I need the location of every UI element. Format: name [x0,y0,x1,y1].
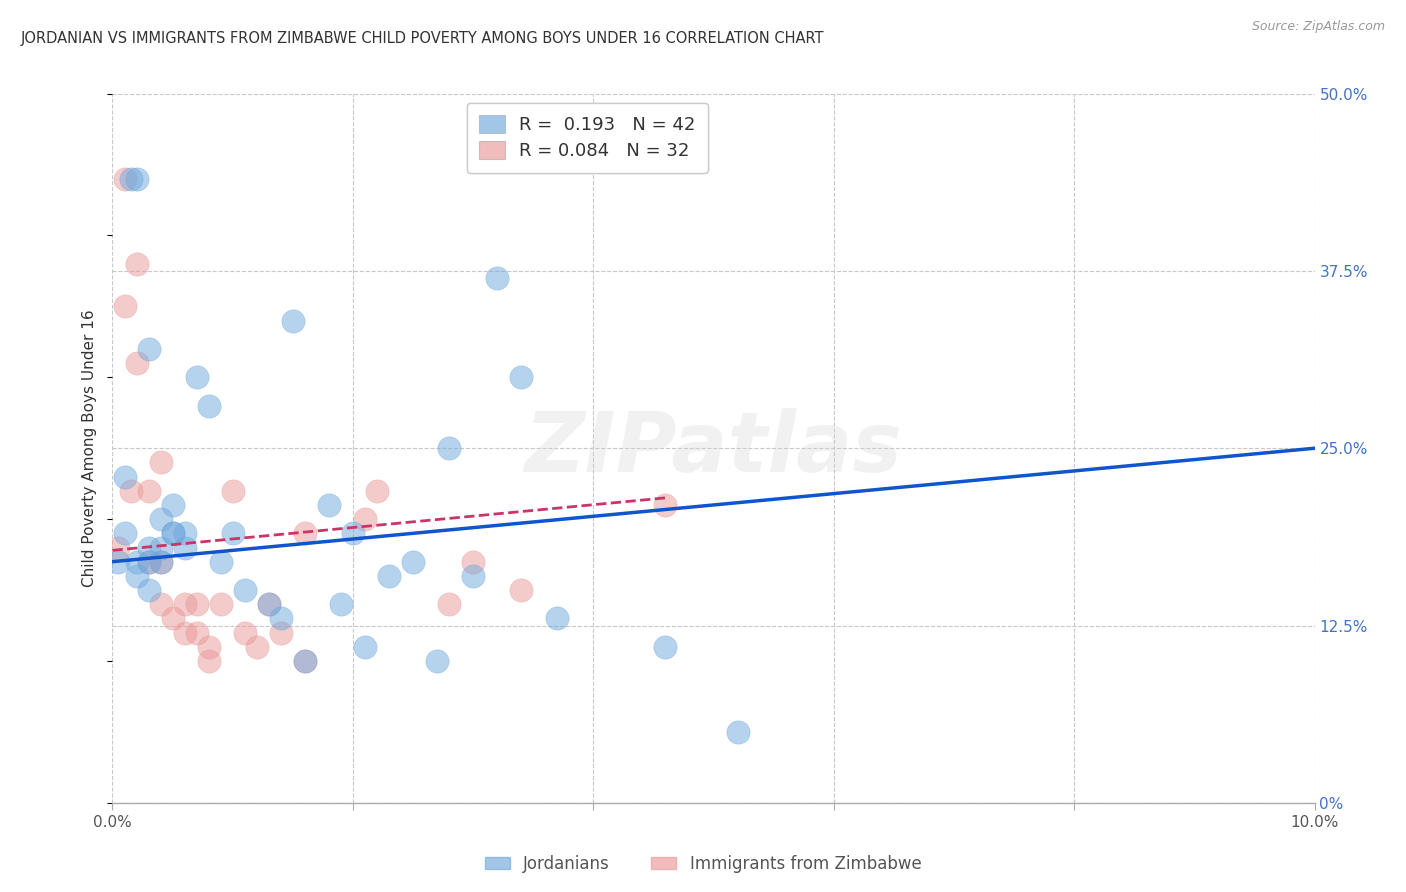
Point [125,555,148,569]
Point [149,512,172,526]
Point [186,370,208,384]
Point [257,597,280,611]
Point [294,526,316,541]
Point [354,640,377,654]
Point [270,625,292,640]
Point [162,526,184,541]
Point [162,498,184,512]
Point [654,640,676,654]
Text: ZIPatlas: ZIPatlas [524,408,903,489]
Point [138,555,160,569]
Point [173,526,195,541]
Point [125,257,148,271]
Point [257,597,280,611]
Point [138,342,160,356]
Point [294,654,316,668]
Point [138,541,160,555]
Point [107,555,129,569]
Point [125,171,148,186]
Text: Source: ZipAtlas.com: Source: ZipAtlas.com [1251,20,1385,33]
Point [114,469,136,483]
Point [510,583,533,598]
Point [125,569,148,583]
Point [186,625,208,640]
Point [209,555,232,569]
Point [378,569,401,583]
Point [437,597,460,611]
Point [162,611,184,625]
Point [209,597,232,611]
Point [270,611,292,625]
Point [138,483,160,498]
Point [461,555,484,569]
Point [197,640,219,654]
Point [173,541,195,555]
Point [149,541,172,555]
Point [173,597,195,611]
Point [318,498,340,512]
Y-axis label: Child Poverty Among Boys Under 16: Child Poverty Among Boys Under 16 [82,310,97,587]
Point [197,654,219,668]
Point [294,654,316,668]
Point [162,526,184,541]
Point [173,625,195,640]
Point [426,654,449,668]
Point [402,555,425,569]
Point [329,597,352,611]
Point [120,483,142,498]
Point [149,555,172,569]
Point [461,569,484,583]
Point [222,483,245,498]
Legend: R =  0.193   N = 42, R = 0.084   N = 32: R = 0.193 N = 42, R = 0.084 N = 32 [467,103,709,173]
Point [342,526,364,541]
Point [546,611,568,625]
Point [125,356,148,370]
Text: JORDANIAN VS IMMIGRANTS FROM ZIMBABWE CHILD POVERTY AMONG BOYS UNDER 16 CORRELAT: JORDANIAN VS IMMIGRANTS FROM ZIMBABWE CH… [21,31,824,46]
Point [114,300,136,314]
Point [233,583,256,598]
Point [138,583,160,598]
Point [149,555,172,569]
Point [149,597,172,611]
Point [354,512,377,526]
Point [149,455,172,469]
Legend: Jordanians, Immigrants from Zimbabwe: Jordanians, Immigrants from Zimbabwe [478,848,928,880]
Point [233,625,256,640]
Point [107,541,129,555]
Point [120,171,142,186]
Point [366,483,388,498]
Point [486,271,509,285]
Point [138,555,160,569]
Point [510,370,533,384]
Point [197,399,219,413]
Point [437,442,460,456]
Point [114,526,136,541]
Point [727,724,749,739]
Point [186,597,208,611]
Point [222,526,245,541]
Point [654,498,676,512]
Point [114,171,136,186]
Point [281,313,304,327]
Point [246,640,269,654]
